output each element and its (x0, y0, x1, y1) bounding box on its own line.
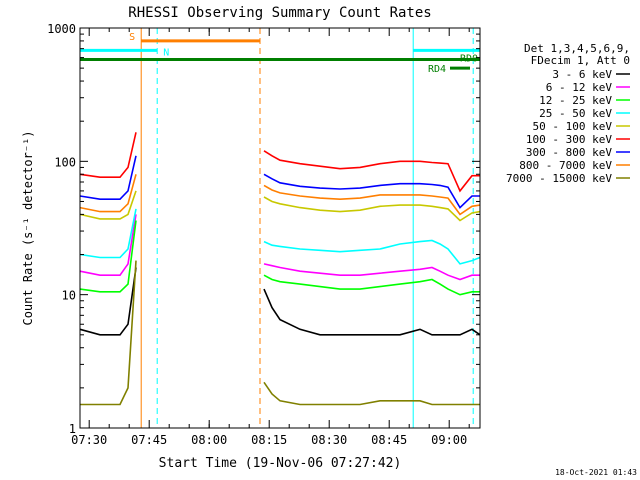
series-line (79, 214, 137, 277)
legend-entry-label: 12 - 25 keV (539, 94, 612, 107)
series-line (79, 267, 137, 336)
series-line (263, 150, 480, 193)
series-line (263, 274, 480, 296)
legend-header-line: FDecim 1, Att 0 (531, 54, 630, 67)
series-line (263, 173, 480, 209)
x-tick-label: 07:30 (71, 433, 107, 447)
y-axis: 1 10 100 1000 (47, 22, 480, 436)
plot-area: S N RD0 RD4 (79, 28, 481, 428)
series-line (263, 196, 481, 222)
footer-date: 18-Oct-2021 01:43 (555, 468, 637, 477)
legend-entry-label: 7000 - 15000 keV (506, 172, 612, 185)
x-axis-label: Start Time (19-Nov-06 07:27:42) (159, 456, 402, 471)
x-axis: 07:30 07:45 08:00 08:15 08:30 08:45 09:00 (71, 28, 470, 447)
series-line (80, 260, 137, 406)
x-tick-label: 08:45 (371, 433, 407, 447)
state-bar-label: S (129, 32, 135, 43)
series-line (79, 132, 137, 178)
legend-entry-label: 800 - 7000 keV (519, 159, 612, 172)
series-line (263, 263, 480, 281)
state-bar-label: RD0 (460, 54, 478, 65)
x-tick-label: 08:30 (311, 433, 347, 447)
series-line (79, 190, 137, 220)
series-line (79, 208, 137, 259)
x-tick-label: 08:00 (191, 433, 227, 447)
legend-entry-label: 100 - 300 keV (526, 133, 612, 146)
chart-title: RHESSI Observing Summary Count Rates (128, 5, 431, 21)
legend-entry-label: 25 - 50 keV (539, 107, 612, 120)
y-tick-label: 10 (62, 289, 76, 303)
legend-entry-label: 6 - 12 keV (546, 81, 613, 94)
state-bar-label: RD4 (428, 64, 446, 75)
series-line (79, 220, 137, 293)
y-tick-label: 1 (69, 422, 76, 436)
x-tick-label: 08:15 (251, 433, 287, 447)
x-tick-label: 09:00 (431, 433, 467, 447)
state-bar-label: N (163, 47, 169, 58)
legend-entry-label: 300 - 800 keV (526, 146, 612, 159)
y-tick-label: 1000 (47, 22, 76, 36)
series-line (263, 288, 481, 336)
y-axis-label: Count Rate (s⁻¹ detector⁻¹) (21, 130, 35, 325)
legend-header-line: Det 1,3,4,5,6,9, (524, 42, 630, 55)
y-tick-label: 100 (54, 155, 76, 169)
series-line (79, 155, 137, 200)
plot-frame (79, 27, 481, 429)
legend-entry-label: 3 - 6 keV (552, 68, 612, 81)
series-line (263, 239, 481, 265)
x-tick-label: 07:45 (131, 433, 167, 447)
legend-entry-label: 50 - 100 keV (533, 120, 613, 133)
legend: Det 1,3,4,5,6,9, FDecim 1, Att 0 3 - 6 k… (506, 42, 630, 185)
series-line (263, 184, 481, 216)
series-line (79, 174, 137, 213)
series-line (263, 381, 480, 406)
